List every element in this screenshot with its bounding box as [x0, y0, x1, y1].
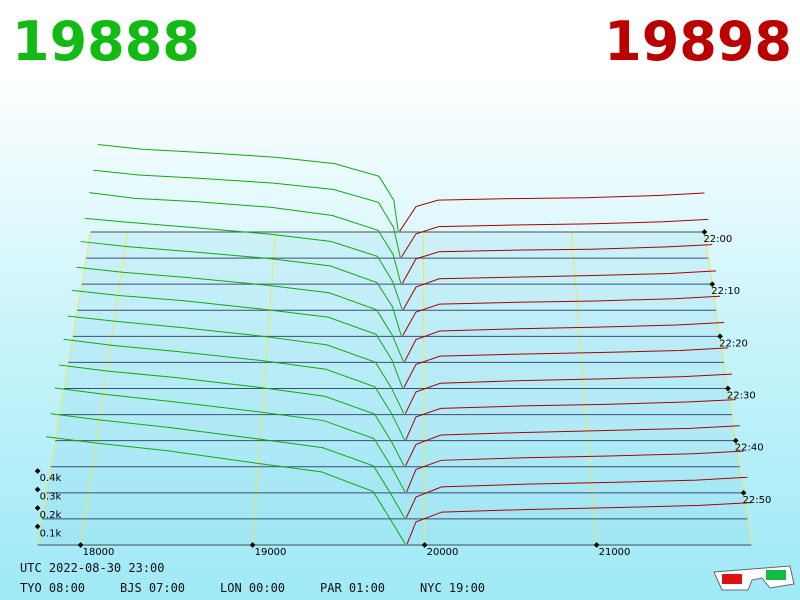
ask-depth-line [405, 476, 748, 519]
bid-depth-line [67, 315, 405, 414]
x-tick-label: 21000 [599, 547, 631, 558]
clock-label: LON 00:00 [220, 581, 285, 595]
bid-depth-line [97, 143, 399, 232]
bid-depth-line [80, 241, 402, 336]
plot [37, 143, 752, 546]
y-tick-label: 0.4k [40, 473, 62, 484]
y-tick-label: 0.2k [40, 510, 62, 521]
ask-depth-line [401, 244, 713, 284]
time-tick-label: 22:20 [719, 338, 748, 349]
ask-depth-line [403, 347, 728, 388]
time-tick-mark [717, 333, 723, 340]
time-tick-mark [709, 281, 716, 287]
ask-depth-line [399, 192, 705, 232]
clock-label: PAR 01:00 [320, 581, 385, 595]
bid-depth-line [54, 387, 406, 493]
ask-depth-line [406, 450, 744, 493]
time-tick-label: 22:30 [727, 391, 756, 402]
x-tick-label: 18000 [83, 547, 115, 558]
ask-depth-line [402, 295, 721, 336]
clock-label: TYO 08:00 [20, 581, 85, 595]
bid-depth-line [76, 266, 404, 362]
time-tick-label: 22:40 [735, 443, 764, 454]
y-tick-label: 0.1k [40, 529, 62, 540]
time-tick-label: 22:10 [711, 286, 740, 297]
bid-depth-line [50, 413, 406, 519]
ask-depth-line [406, 502, 752, 545]
bid-depth-line [84, 217, 403, 310]
bid-depth-line [63, 338, 405, 441]
ask-depth-line [405, 425, 740, 467]
bid-depth-line [89, 192, 402, 284]
time-tick-mark [732, 437, 739, 444]
x-tick-mark [77, 542, 84, 548]
time-tick-mark [740, 490, 747, 496]
x-tick-mark [593, 542, 600, 548]
bid-depth-line [93, 169, 401, 258]
ask-depth-line [404, 373, 732, 414]
ask-title: 19898 [604, 10, 792, 73]
clock-label: BJS 07:00 [120, 581, 185, 595]
bid-depth-line [46, 436, 406, 545]
time-tick-label: 22:00 [703, 234, 732, 245]
clock-label: NYC 19:00 [420, 581, 485, 595]
ask-depth-line [404, 321, 725, 362]
x-tick-mark [421, 542, 428, 548]
y-tick-label: 0.3k [40, 492, 62, 503]
x-tick-label: 19000 [255, 547, 287, 558]
bid-title: 19888 [12, 10, 200, 73]
ask-depth-line [400, 218, 709, 258]
ask-depth-line [405, 399, 736, 440]
ask-depth-line [402, 270, 717, 310]
glasses-icon [713, 565, 795, 591]
utc-time: UTC 2022-08-30 23:00 [20, 561, 165, 575]
bid-depth-line [72, 289, 403, 388]
bid-depth-line [59, 364, 405, 467]
time-tick-mark [725, 385, 731, 392]
y-tick-mark [34, 523, 41, 530]
x-tick-label: 20000 [427, 547, 459, 558]
time-tick-mark [701, 229, 708, 235]
time-tick-label: 22:50 [743, 495, 772, 506]
x-tick-mark [249, 542, 256, 548]
